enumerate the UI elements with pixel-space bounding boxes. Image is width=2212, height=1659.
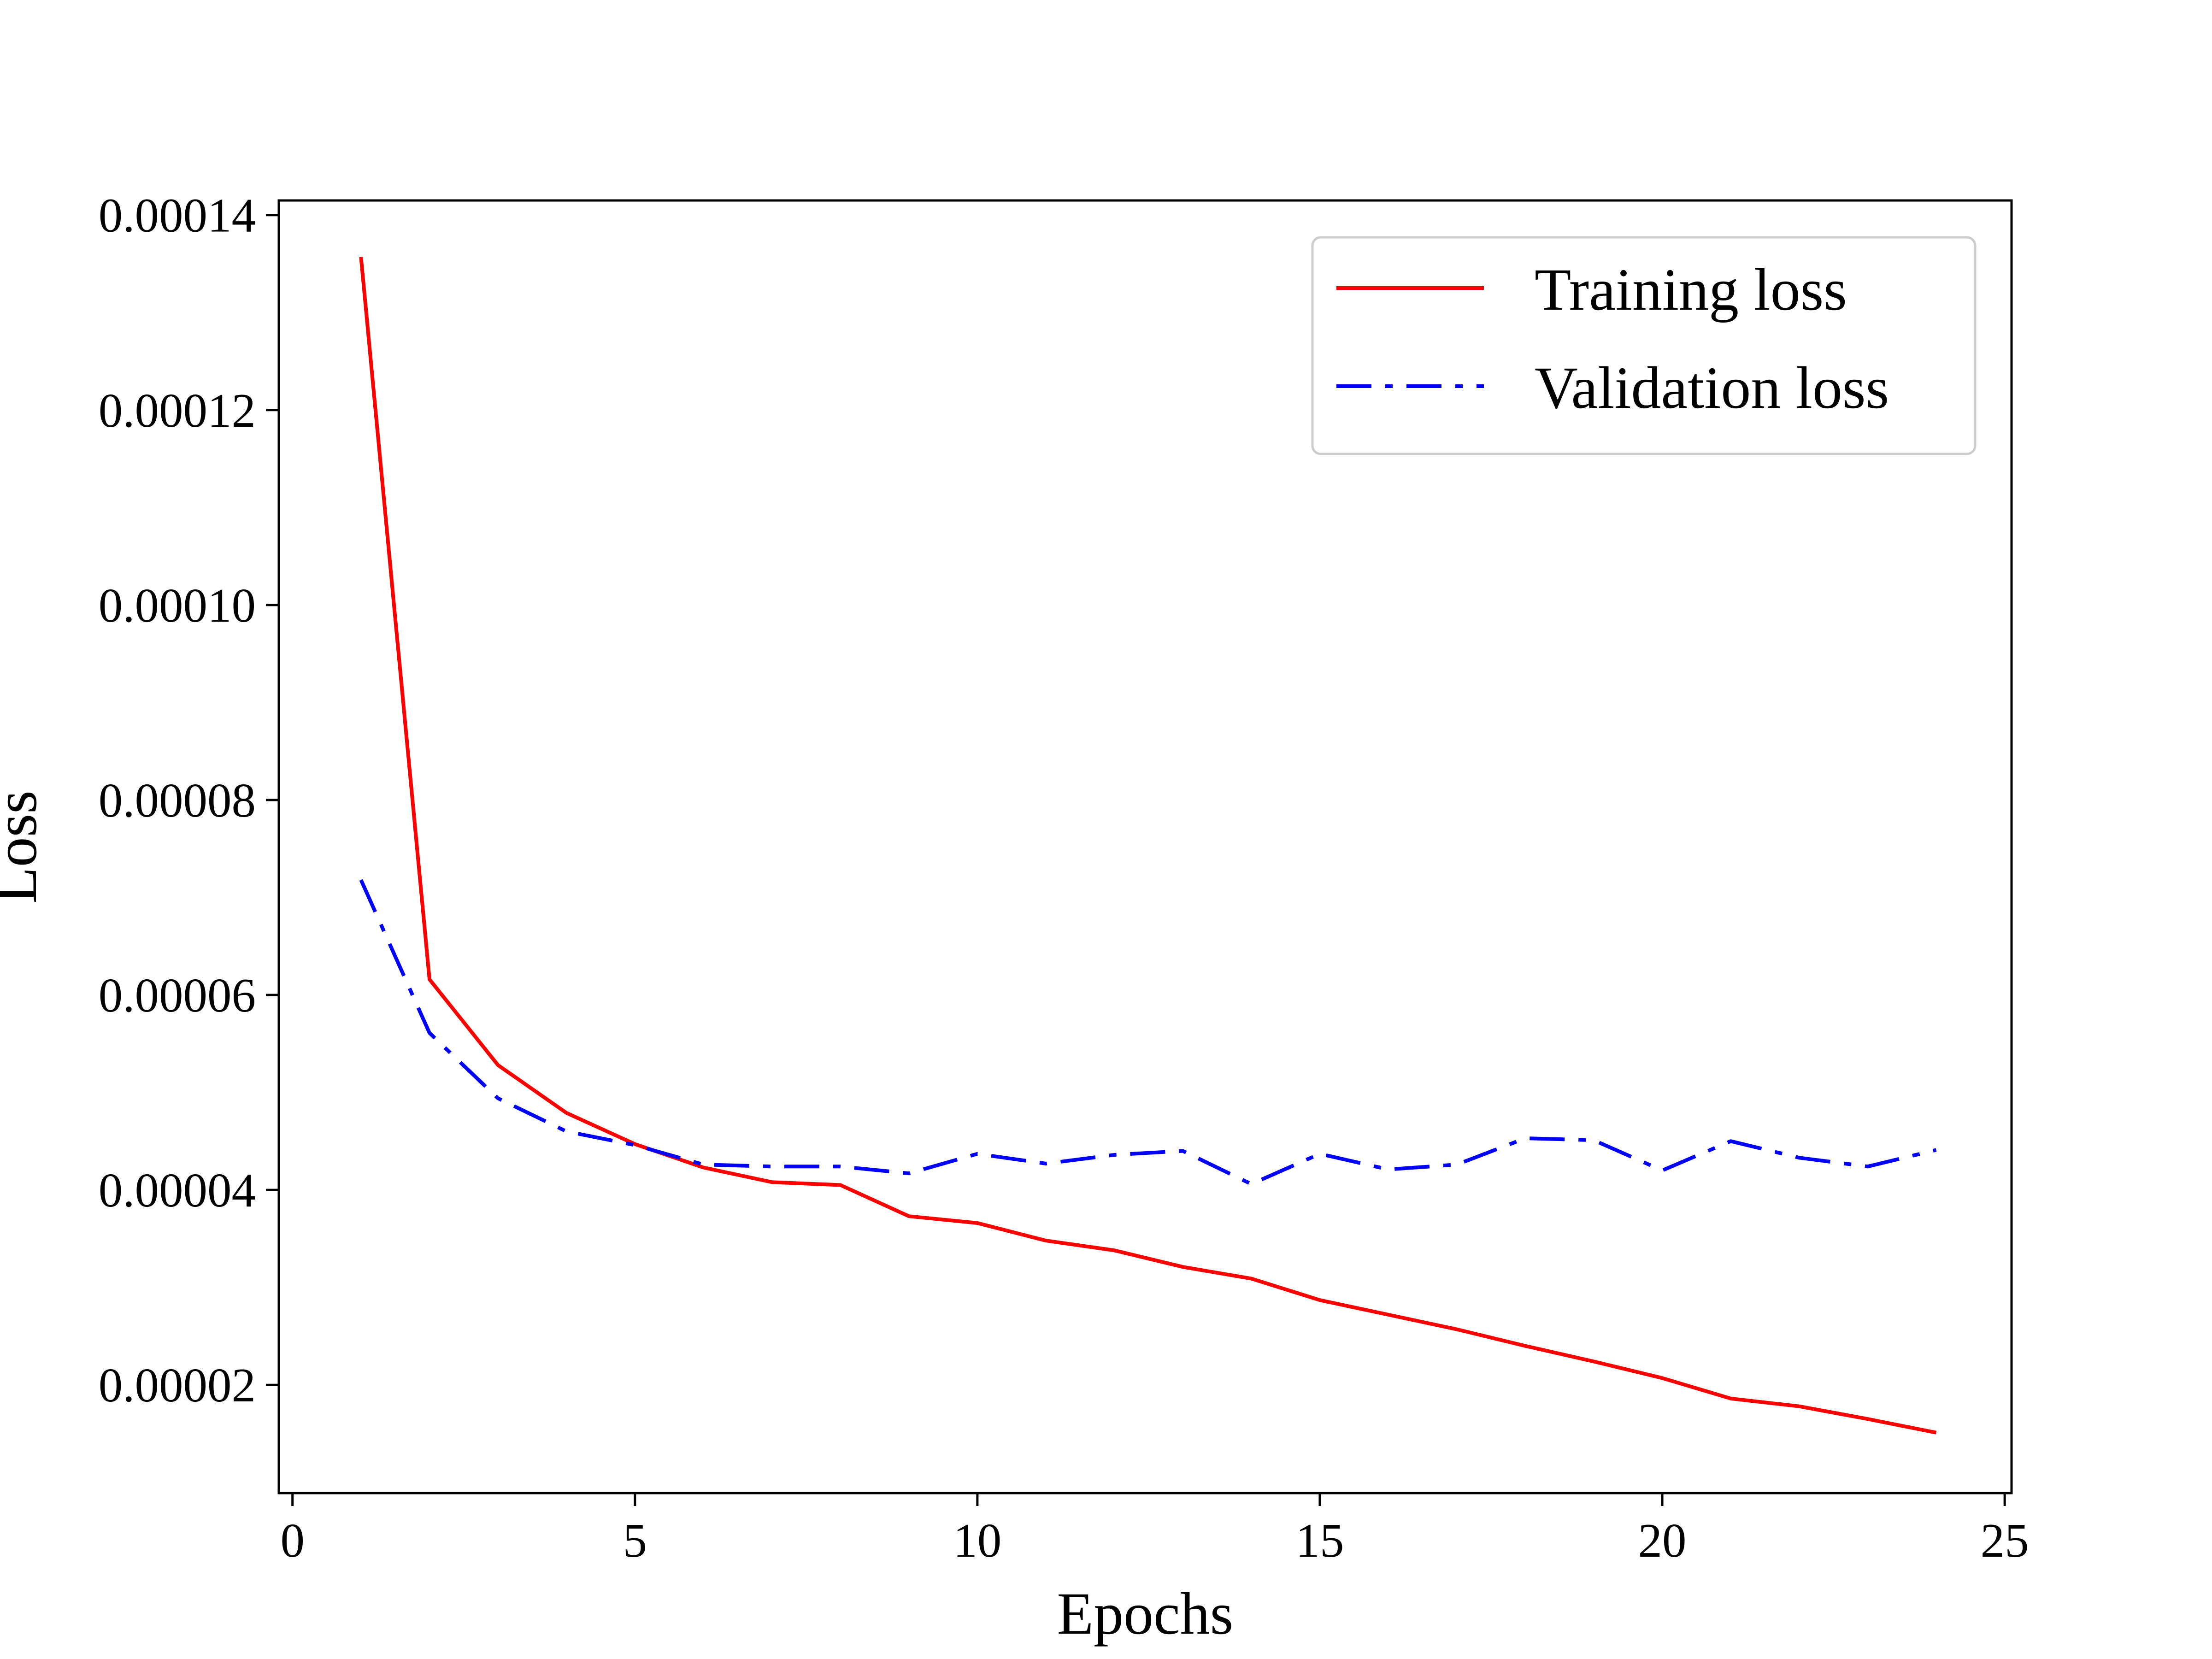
- y-tick-label: 0.00014: [99, 188, 256, 242]
- y-tick-label: 0.00012: [99, 383, 256, 437]
- y-axis: 0.00002 0.00004 0.00006 0.00008 0.00010 0.000…: [99, 188, 279, 1412]
- x-axis: 0 5 10 15 20 25: [280, 1493, 2029, 1567]
- x-tick-label: 15: [1295, 1513, 1344, 1567]
- y-axis-title: Loss: [0, 790, 49, 904]
- legend: Training loss Validation loss: [1311, 236, 1977, 455]
- x-tick-label: 20: [1638, 1513, 1687, 1567]
- y-tick-label: 0.00010: [99, 578, 256, 632]
- legend-label-training-loss: Training loss: [1535, 257, 1847, 323]
- x-axis-title: Epochs: [1057, 1581, 1234, 1647]
- x-tick-label: 0: [280, 1513, 305, 1567]
- legend-box: [1311, 236, 1977, 455]
- x-tick-label: 5: [623, 1513, 647, 1567]
- x-tick-label: 25: [1981, 1513, 2029, 1567]
- x-tick-label: 10: [953, 1513, 1001, 1567]
- y-tick-label: 0.00008: [99, 773, 256, 827]
- series-line-training-loss: [359, 257, 1937, 1435]
- plot-area: [277, 199, 2013, 1494]
- series-line-validation-loss: [359, 879, 1937, 1186]
- y-tick-label: 0.00002: [99, 1358, 256, 1412]
- legend-label-validation-loss: Validation loss: [1535, 355, 1889, 421]
- series-layer: [359, 257, 1937, 1435]
- y-tick-label: 0.00004: [99, 1163, 256, 1217]
- y-tick-label: 0.00006: [99, 968, 256, 1022]
